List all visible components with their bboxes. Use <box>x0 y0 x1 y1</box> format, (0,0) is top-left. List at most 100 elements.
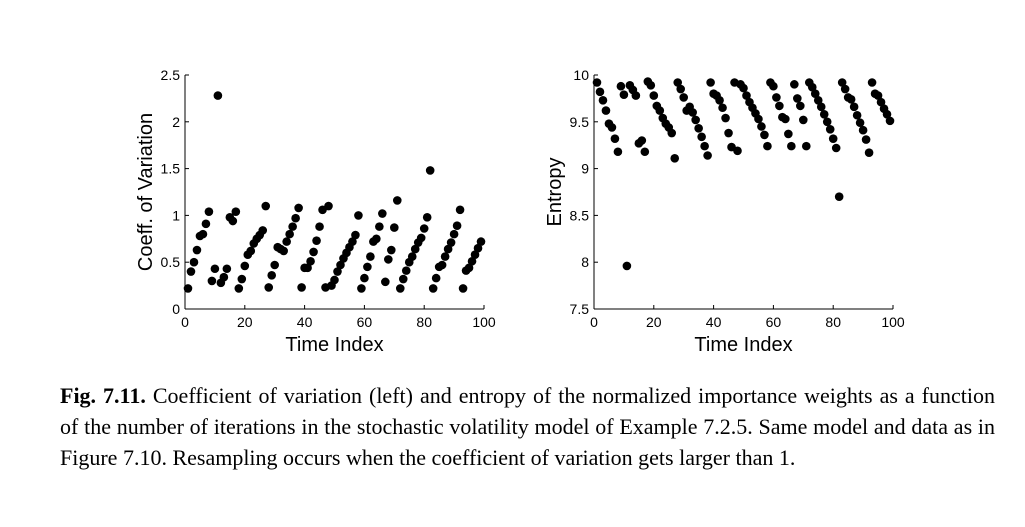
figure-caption: Fig. 7.11. Coefficient of variation (lef… <box>60 380 995 473</box>
data-point <box>825 124 835 134</box>
data-point <box>706 78 715 87</box>
data-point <box>861 135 871 144</box>
x-tick-label: 100 <box>881 314 905 330</box>
data-point <box>864 148 874 157</box>
data-point <box>470 250 480 260</box>
data-point <box>387 245 396 255</box>
plot-entropy: 0 20 40 60 80 100 7.5 8 8.5 9 9.5 10 Time Index Entro… <box>544 67 905 356</box>
data-point <box>852 110 862 120</box>
x-tick-label: 80 <box>416 314 432 330</box>
data-point <box>787 141 796 151</box>
data-point <box>204 207 214 216</box>
y-axis-label: Coeff. of Variation <box>135 113 157 271</box>
data-point <box>822 117 832 127</box>
data-point <box>201 219 211 229</box>
data-point <box>796 101 805 111</box>
data-point <box>718 103 727 113</box>
data-point <box>598 95 608 105</box>
y-tick-label: 10 <box>573 67 589 83</box>
x-tick-label: 0 <box>181 314 189 330</box>
data-point <box>294 203 303 213</box>
y-tick-label: 9.5 <box>570 114 590 130</box>
data-point <box>813 95 823 105</box>
data-point <box>407 252 417 261</box>
data-point <box>876 97 886 107</box>
data-point <box>291 213 300 223</box>
data-point <box>264 283 274 292</box>
data-point <box>357 284 366 293</box>
data-point <box>649 91 659 100</box>
data-point <box>282 237 291 246</box>
data-point <box>285 229 294 239</box>
y-tick-label: 2 <box>172 114 180 130</box>
data-point <box>440 252 450 261</box>
data-point <box>336 260 345 270</box>
data-point <box>754 114 763 124</box>
data-point <box>790 80 799 89</box>
data-point <box>772 93 781 102</box>
data-point <box>757 122 766 131</box>
data-point <box>219 272 229 282</box>
data-point <box>390 223 399 232</box>
data-point <box>801 141 811 151</box>
x-tick-label: 40 <box>706 314 722 330</box>
x-tick-label: 40 <box>297 314 313 330</box>
caption-label: Fig. 7.11. <box>60 383 146 408</box>
data-point <box>279 246 288 256</box>
data-point <box>610 134 620 143</box>
data-point <box>592 78 602 87</box>
data-point <box>246 246 256 256</box>
data-point <box>419 224 429 233</box>
data-point <box>810 89 820 99</box>
data-point <box>688 108 697 117</box>
data-point <box>816 102 826 112</box>
x-tick-label: 80 <box>825 314 841 330</box>
data-point <box>840 84 850 94</box>
data-point <box>607 123 617 132</box>
data-point <box>234 284 244 293</box>
x-axis-label: Time Index <box>694 334 792 356</box>
data-point <box>691 115 700 125</box>
data-point <box>315 222 324 231</box>
data-point <box>673 78 683 87</box>
data-point <box>324 201 333 211</box>
data-point <box>834 192 844 201</box>
data-point <box>679 93 688 102</box>
data-point <box>760 130 769 140</box>
data-point <box>261 201 271 211</box>
data-point <box>443 244 453 254</box>
data-point <box>228 216 238 226</box>
data-point <box>595 87 605 97</box>
data-point <box>392 196 402 205</box>
data-point <box>819 110 829 119</box>
x-tick-label: 60 <box>357 314 373 330</box>
x-tick-label: 20 <box>237 314 253 330</box>
data-point <box>807 82 817 92</box>
data-point <box>189 257 199 267</box>
data-point <box>384 255 393 264</box>
data-point <box>428 284 438 293</box>
data-point <box>703 151 712 160</box>
y-axis-label: Entropy <box>544 158 566 227</box>
data-point <box>739 83 748 93</box>
data-point <box>375 222 384 231</box>
data-point <box>351 230 360 240</box>
data-point <box>366 252 375 261</box>
plot-coefficient-of-variation: 0 20 40 60 80 100 0 0.5 1 1.5 2 2.5 Time Index Coeff.… <box>135 67 496 356</box>
data-point <box>452 221 462 230</box>
data-point <box>306 256 315 266</box>
data-point <box>670 154 680 163</box>
data-point <box>873 91 883 100</box>
data-point <box>267 271 277 280</box>
data-point <box>697 132 706 142</box>
y-tick-label: 1.5 <box>161 161 181 177</box>
data-point <box>631 91 641 100</box>
data-point <box>416 233 426 243</box>
data-point <box>721 113 730 123</box>
data-point <box>646 80 656 90</box>
data-point <box>449 229 459 239</box>
data-point <box>667 128 677 138</box>
data-point <box>622 261 632 271</box>
data-point <box>270 260 280 270</box>
